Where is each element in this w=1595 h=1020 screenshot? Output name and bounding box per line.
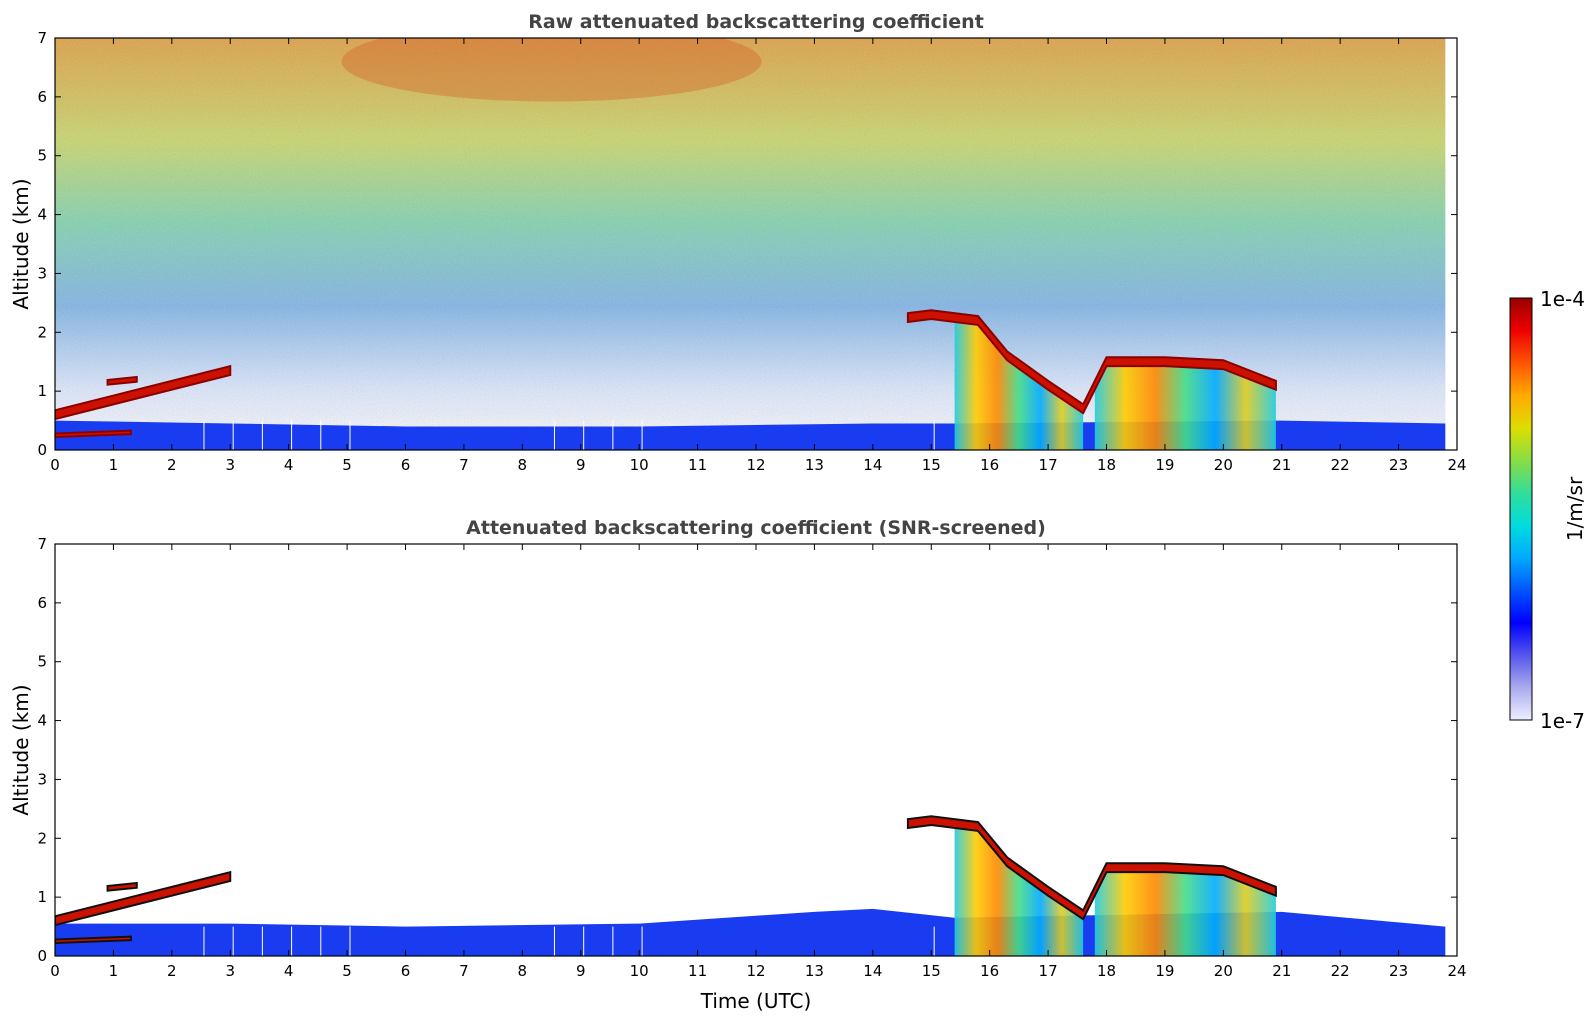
- y-tick-label: 6: [37, 88, 47, 106]
- x-tick-label: 4: [284, 962, 294, 980]
- x-tick-label: 22: [1331, 962, 1350, 980]
- cloud-layer-0: [55, 870, 232, 927]
- panel-raw-high-signal-patch: [341, 38, 762, 102]
- panel-screened-y-ticks: 0 1 2 3 4 5 6 7: [37, 535, 1457, 965]
- y-tick-label: 2: [37, 323, 47, 341]
- x-tick-label: 3: [225, 962, 235, 980]
- x-tick-label: 21: [1272, 962, 1291, 980]
- y-tick-label: 5: [37, 147, 47, 165]
- panel-screened-x-ticks: 0 1 2 3 4 5 6 7 8 9 10 11 12 13 14 15 16 17 18 19 20 21 22 23 24: [50, 544, 1467, 980]
- panel-screened: Attenuated backscattering coefficient (S…: [9, 517, 1467, 1013]
- x-tick-label: 21: [1272, 456, 1291, 474]
- panel-screened-x-label: Time (UTC): [700, 989, 812, 1013]
- panel-screened-plot-area: [55, 815, 1446, 956]
- panel-screened-y-label: Altitude (km): [9, 684, 33, 815]
- cloud-layer-0: [55, 364, 232, 421]
- x-tick-label: 0: [50, 962, 60, 980]
- x-tick-label: 10: [630, 456, 649, 474]
- y-tick-label: 3: [37, 264, 47, 282]
- cloud-layer-1: [106, 881, 138, 892]
- colorbar-max-label: 1e-4: [1540, 287, 1585, 311]
- y-tick-label: 5: [37, 653, 47, 671]
- x-tick-label: 23: [1389, 962, 1408, 980]
- x-tick-label: 19: [1155, 962, 1174, 980]
- x-tick-label: 20: [1214, 456, 1233, 474]
- x-tick-label: 1: [109, 456, 119, 474]
- cloud-layer-1: [106, 375, 138, 386]
- x-tick-label: 12: [746, 456, 765, 474]
- x-tick-label: 13: [805, 456, 824, 474]
- x-tick-label: 8: [518, 456, 528, 474]
- x-tick-label: 15: [922, 456, 941, 474]
- x-tick-label: 9: [576, 962, 586, 980]
- x-tick-label: 7: [459, 962, 469, 980]
- x-tick-label: 1: [109, 962, 119, 980]
- x-tick-label: 15: [922, 962, 941, 980]
- y-tick-label: 7: [37, 29, 47, 47]
- y-tick-label: 4: [37, 206, 47, 224]
- precipitation-0: [954, 823, 1084, 956]
- x-tick-label: 17: [1039, 456, 1058, 474]
- colorbar-unit-label: 1/m/sr: [1563, 476, 1587, 541]
- x-tick-label: 6: [401, 456, 411, 474]
- colorbar: 1e-4 1e-7 1/m/sr: [1509, 287, 1587, 733]
- panel-raw-y-label: Altitude (km): [9, 178, 33, 309]
- x-tick-label: 11: [688, 962, 707, 980]
- cloud-layer-2: [55, 935, 132, 945]
- cloud-layer-3: [906, 815, 1277, 921]
- x-tick-label: 6: [401, 962, 411, 980]
- y-tick-label: 0: [37, 441, 47, 459]
- x-tick-label: 10: [630, 962, 649, 980]
- y-tick-label: 7: [37, 535, 47, 553]
- y-tick-label: 0: [37, 947, 47, 965]
- x-tick-label: 19: [1155, 456, 1174, 474]
- x-tick-label: 23: [1389, 456, 1408, 474]
- panel-screened-title: Attenuated backscattering coefficient (S…: [466, 517, 1046, 539]
- colorbar-min-label: 1e-7: [1540, 709, 1585, 733]
- panel-raw-x-ticks: 0 1 2 3 4 5 6 7 8 9 10 11 12 13 14 15 16 17 18 19 20 21 22 23 24: [50, 38, 1467, 474]
- cloud-layer-2: [55, 429, 132, 439]
- y-tick-label: 4: [37, 712, 47, 730]
- y-tick-label: 1: [37, 382, 47, 400]
- x-tick-label: 2: [167, 456, 177, 474]
- panel-raw-y-ticks: 0 1 2 3 4 5 6 7: [37, 29, 1457, 459]
- y-tick-label: 2: [37, 829, 47, 847]
- cloud-layer-3: [906, 309, 1277, 415]
- x-tick-label: 24: [1447, 456, 1466, 474]
- x-tick-label: 7: [459, 456, 469, 474]
- x-tick-label: 4: [284, 456, 294, 474]
- y-tick-label: 6: [37, 594, 47, 612]
- x-tick-label: 24: [1447, 962, 1466, 980]
- x-tick-label: 14: [863, 456, 882, 474]
- panel-raw: Raw attenuated backscattering coefficien…: [9, 11, 1467, 474]
- precipitation-1: [1094, 361, 1276, 450]
- x-tick-label: 5: [342, 456, 352, 474]
- precipitation-0: [954, 317, 1084, 450]
- x-tick-label: 18: [1097, 962, 1116, 980]
- precipitation-1: [1094, 867, 1276, 956]
- x-tick-label: 9: [576, 456, 586, 474]
- x-tick-label: 20: [1214, 962, 1233, 980]
- x-tick-label: 14: [863, 962, 882, 980]
- x-tick-label: 18: [1097, 456, 1116, 474]
- x-tick-label: 11: [688, 456, 707, 474]
- y-tick-label: 3: [37, 770, 47, 788]
- x-tick-label: 12: [746, 962, 765, 980]
- x-tick-label: 3: [225, 456, 235, 474]
- x-tick-label: 0: [50, 456, 60, 474]
- y-tick-label: 1: [37, 888, 47, 906]
- panel-raw-title: Raw attenuated backscattering coefficien…: [528, 11, 984, 33]
- x-tick-label: 5: [342, 962, 352, 980]
- x-tick-label: 16: [980, 456, 999, 474]
- x-tick-label: 8: [518, 962, 528, 980]
- x-tick-label: 22: [1331, 456, 1350, 474]
- x-tick-label: 13: [805, 962, 824, 980]
- x-tick-label: 2: [167, 962, 177, 980]
- x-tick-label: 16: [980, 962, 999, 980]
- colorbar-bar: [1509, 297, 1533, 721]
- panel-raw-plot-area: [55, 38, 1446, 450]
- x-tick-label: 17: [1039, 962, 1058, 980]
